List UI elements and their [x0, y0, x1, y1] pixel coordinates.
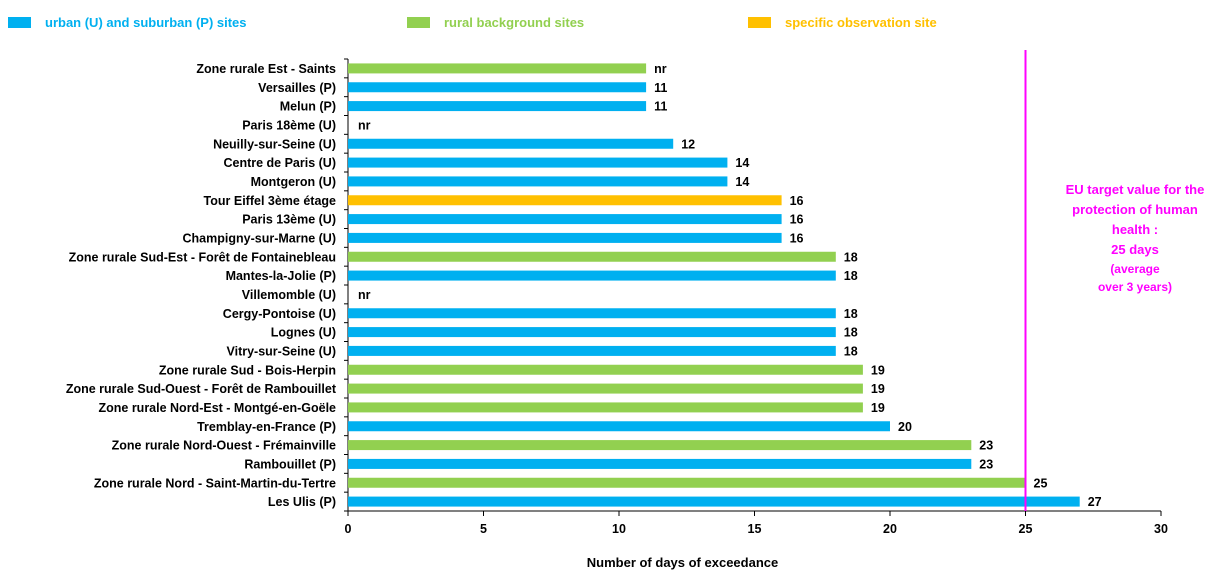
category-label: Zone rurale Nord - Saint-Martin-du-Tertr… [94, 476, 336, 490]
bar [348, 63, 647, 74]
annotation-line-6: over 3 years) [1097, 280, 1173, 294]
category-label: Zone rurale Sud-Ouest - Forêt de Ramboui… [66, 382, 337, 396]
category-label: Villemomble (U) [242, 288, 336, 302]
category-label: Les Ulis (P) [268, 495, 336, 509]
data-label: nr [358, 118, 371, 132]
category-label: Tour Eiffel 3ème étage [204, 194, 336, 208]
x-axis-title: Number of days of exceedance [587, 555, 778, 570]
legend-swatch-urban [8, 16, 31, 28]
category-label: Cergy-Pontoise (U) [223, 307, 336, 321]
data-label: 16 [790, 194, 804, 208]
bar [348, 421, 890, 432]
annotation-line-5: (average [1110, 262, 1160, 276]
legend-label-rural: rural background sites [444, 14, 585, 30]
category-label: Centre de Paris (U) [223, 156, 336, 170]
data-label: 11 [654, 100, 667, 114]
bar [348, 138, 674, 149]
data-label: nr [654, 62, 667, 76]
category-label: Montgeron (U) [251, 175, 336, 189]
bar [348, 364, 863, 375]
x-tick-label: 20 [883, 522, 897, 536]
bar [348, 308, 836, 319]
data-label: 14 [735, 156, 749, 170]
bar [348, 157, 728, 168]
x-tick-label: 5 [480, 522, 487, 536]
data-label: 19 [871, 382, 885, 396]
annotation-line-4: 25 days [1111, 242, 1159, 257]
data-label: 16 [790, 213, 804, 227]
data-label: 12 [681, 137, 695, 151]
data-label: 18 [844, 344, 858, 358]
data-label: 25 [1034, 476, 1048, 490]
data-label: 23 [979, 457, 993, 471]
bar [348, 214, 782, 225]
data-label: 23 [979, 439, 993, 453]
bar [348, 327, 836, 338]
legend-label-urban: urban (U) and suburban (P) sites [45, 14, 247, 30]
category-label: Zone rurale Nord-Ouest - Frémainville [112, 439, 336, 453]
legend-item-specific: specific observation site [748, 12, 937, 32]
category-label: Lognes (U) [271, 326, 336, 340]
category-label: Rambouillet (P) [244, 457, 336, 471]
bar [348, 176, 728, 187]
category-label: Mantes-la-Jolie (P) [226, 269, 336, 283]
bar [348, 345, 836, 356]
data-label: 19 [871, 401, 885, 415]
data-label: 18 [844, 269, 858, 283]
data-label: nr [358, 288, 371, 302]
category-label: Zone rurale Est - Saints [196, 62, 336, 76]
data-label: 11 [654, 81, 667, 95]
x-tick-label: 25 [1019, 522, 1033, 536]
bar [348, 101, 647, 112]
bar [348, 440, 972, 451]
legend-item-rural: rural background sites [407, 12, 584, 32]
category-label: Zone rurale Nord-Est - Montgé-en-Goële [98, 401, 336, 415]
data-label: 27 [1088, 495, 1102, 509]
category-label: Tremblay-en-France (P) [197, 420, 336, 434]
target-annotation: EU target value for the protection of hu… [1062, 180, 1208, 296]
data-label: 19 [871, 363, 885, 377]
bar [348, 232, 782, 243]
annotation-line-3: health : [1111, 222, 1159, 237]
legend-swatch-rural [407, 16, 430, 28]
category-label: Zone rurale Sud-Est - Forêt de Fontaineb… [69, 250, 336, 264]
category-label: Vitry-sur-Seine (U) [226, 344, 336, 358]
bar [348, 195, 782, 206]
bar [348, 477, 1026, 488]
annotation-line-1: EU target value for the [1065, 182, 1205, 197]
category-label: Versailles (P) [258, 81, 336, 95]
bar [348, 270, 836, 281]
x-tick-label: 10 [612, 522, 626, 536]
annotation-line-2: protection of human [1072, 202, 1198, 217]
bar [348, 496, 1080, 507]
data-label: 18 [844, 307, 858, 321]
legend-label-specific: specific observation site [785, 14, 937, 30]
data-label: 18 [844, 326, 858, 340]
category-label: Melun (P) [280, 100, 336, 114]
x-tick-label: 30 [1154, 522, 1168, 536]
legend-item-urban: urban (U) and suburban (P) sites [8, 12, 247, 32]
bar [348, 383, 863, 394]
x-tick-label: 15 [748, 522, 762, 536]
legend-swatch-specific [748, 16, 771, 28]
category-label: Zone rurale Sud - Bois-Herpin [159, 363, 336, 377]
bar [348, 458, 972, 469]
bar [348, 82, 647, 93]
bar [348, 402, 863, 413]
category-label: Champigny-sur-Marne (U) [183, 231, 336, 245]
category-label: Paris 13ème (U) [242, 213, 336, 227]
category-label: Neuilly-sur-Seine (U) [213, 137, 336, 151]
x-tick-label: 0 [345, 522, 352, 536]
data-label: 14 [735, 175, 749, 189]
data-label: 16 [790, 231, 804, 245]
category-label: Paris 18ème (U) [242, 118, 336, 132]
bar [348, 251, 836, 262]
data-label: 18 [844, 250, 858, 264]
data-label: 20 [898, 420, 912, 434]
